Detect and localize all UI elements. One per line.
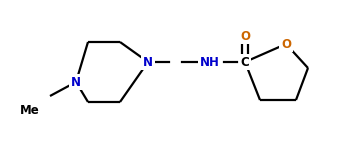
Text: O: O <box>281 38 291 51</box>
Text: O: O <box>240 30 250 42</box>
Text: N: N <box>143 55 153 69</box>
Text: Me: Me <box>20 104 40 117</box>
Text: NH: NH <box>200 55 220 69</box>
Text: N: N <box>71 76 81 89</box>
Text: C: C <box>241 55 249 69</box>
